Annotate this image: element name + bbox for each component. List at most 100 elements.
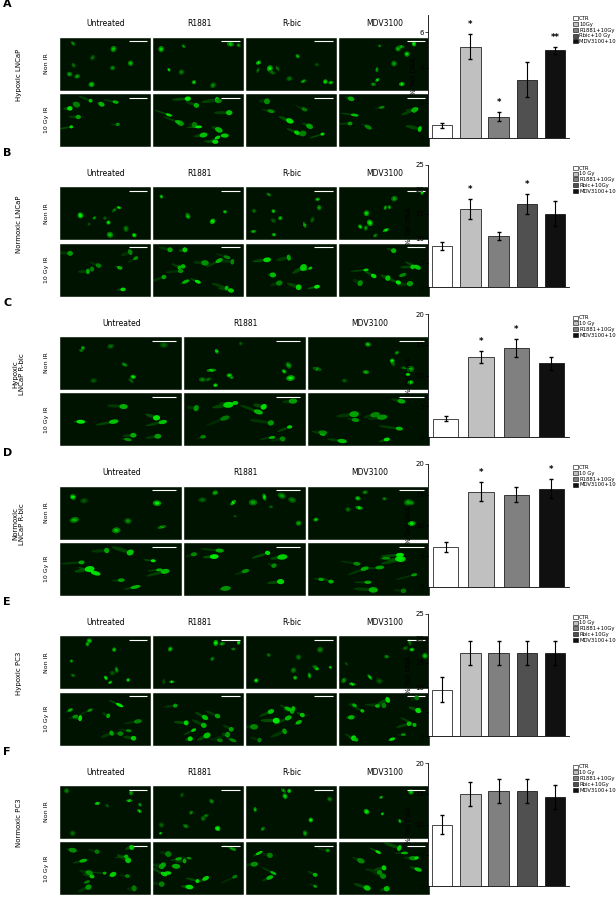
Ellipse shape [237, 640, 240, 645]
Ellipse shape [161, 862, 166, 867]
Ellipse shape [147, 569, 160, 571]
Ellipse shape [407, 380, 413, 384]
Ellipse shape [384, 886, 390, 892]
Ellipse shape [314, 430, 323, 433]
Ellipse shape [384, 207, 386, 209]
Ellipse shape [150, 277, 164, 282]
Bar [488, 236, 509, 287]
Ellipse shape [163, 117, 178, 122]
Ellipse shape [112, 579, 121, 582]
Ellipse shape [182, 279, 190, 284]
Ellipse shape [384, 655, 389, 658]
Ellipse shape [344, 662, 348, 665]
Ellipse shape [395, 427, 403, 430]
Bar [517, 80, 537, 137]
Ellipse shape [112, 647, 116, 652]
Ellipse shape [125, 858, 131, 863]
Ellipse shape [373, 83, 375, 85]
Ellipse shape [383, 228, 389, 233]
Text: Untreated: Untreated [87, 768, 126, 777]
Ellipse shape [373, 233, 378, 237]
Ellipse shape [187, 406, 197, 409]
Ellipse shape [68, 73, 71, 75]
Ellipse shape [285, 716, 292, 720]
Ellipse shape [223, 210, 227, 214]
Ellipse shape [282, 369, 286, 374]
Ellipse shape [118, 729, 129, 731]
Ellipse shape [214, 642, 217, 644]
Ellipse shape [392, 62, 395, 65]
Text: Non IR: Non IR [44, 203, 49, 224]
Ellipse shape [76, 115, 81, 119]
Ellipse shape [159, 832, 162, 834]
Ellipse shape [121, 362, 128, 367]
Ellipse shape [217, 738, 223, 742]
Ellipse shape [128, 60, 133, 66]
Ellipse shape [270, 438, 283, 442]
Ellipse shape [341, 113, 355, 115]
Ellipse shape [338, 439, 347, 444]
Ellipse shape [115, 856, 126, 858]
Ellipse shape [207, 378, 209, 381]
Ellipse shape [341, 678, 347, 683]
Ellipse shape [210, 554, 219, 559]
Ellipse shape [187, 127, 198, 128]
Ellipse shape [219, 587, 225, 590]
Ellipse shape [197, 436, 203, 439]
Ellipse shape [251, 501, 255, 504]
Text: 10 Gy IR: 10 Gy IR [44, 855, 49, 882]
Ellipse shape [252, 552, 268, 559]
Ellipse shape [375, 850, 381, 854]
Ellipse shape [169, 647, 171, 650]
Ellipse shape [253, 259, 267, 262]
Ellipse shape [415, 708, 421, 713]
Ellipse shape [206, 260, 219, 268]
Ellipse shape [214, 384, 217, 386]
Ellipse shape [306, 124, 313, 129]
Ellipse shape [267, 654, 270, 656]
Ellipse shape [125, 875, 130, 878]
Ellipse shape [346, 507, 351, 512]
Text: R-bic: R-bic [282, 618, 301, 627]
Ellipse shape [389, 207, 391, 208]
Bar [545, 214, 565, 287]
Ellipse shape [391, 363, 395, 365]
Ellipse shape [155, 866, 162, 868]
Ellipse shape [129, 790, 133, 796]
Ellipse shape [328, 798, 331, 800]
Bar [517, 204, 537, 287]
Ellipse shape [344, 734, 355, 740]
Ellipse shape [88, 639, 91, 642]
Legend: CTR, 10Gy, R1881+10Gy, Rbic+10 Gy, MDV3100+10 Gy: CTR, 10Gy, R1881+10Gy, Rbic+10 Gy, MDV31… [572, 15, 616, 45]
Ellipse shape [79, 214, 82, 217]
Ellipse shape [72, 42, 74, 45]
Ellipse shape [270, 506, 272, 507]
Ellipse shape [421, 190, 424, 195]
Ellipse shape [286, 364, 291, 366]
Ellipse shape [368, 417, 382, 420]
Ellipse shape [129, 845, 133, 850]
Ellipse shape [253, 853, 259, 857]
Ellipse shape [70, 517, 79, 523]
Ellipse shape [187, 214, 190, 216]
Ellipse shape [261, 109, 271, 111]
Ellipse shape [161, 275, 166, 279]
Ellipse shape [387, 739, 392, 741]
Text: MDV3100: MDV3100 [351, 319, 388, 328]
Ellipse shape [111, 124, 118, 126]
Text: E: E [3, 597, 10, 607]
Ellipse shape [183, 858, 187, 863]
Ellipse shape [364, 270, 374, 277]
Ellipse shape [215, 348, 219, 354]
Ellipse shape [317, 198, 319, 200]
Bar [433, 547, 458, 586]
Ellipse shape [407, 721, 411, 726]
Ellipse shape [270, 556, 282, 559]
Ellipse shape [294, 130, 300, 135]
Legend: CTR, 10 Gy, R1881+10Gy, MDV3100+10Gy: CTR, 10 Gy, R1881+10Gy, MDV3100+10Gy [572, 464, 616, 489]
Ellipse shape [406, 501, 410, 504]
Ellipse shape [296, 285, 302, 290]
Ellipse shape [267, 709, 274, 714]
Ellipse shape [307, 871, 315, 875]
Ellipse shape [384, 229, 387, 231]
